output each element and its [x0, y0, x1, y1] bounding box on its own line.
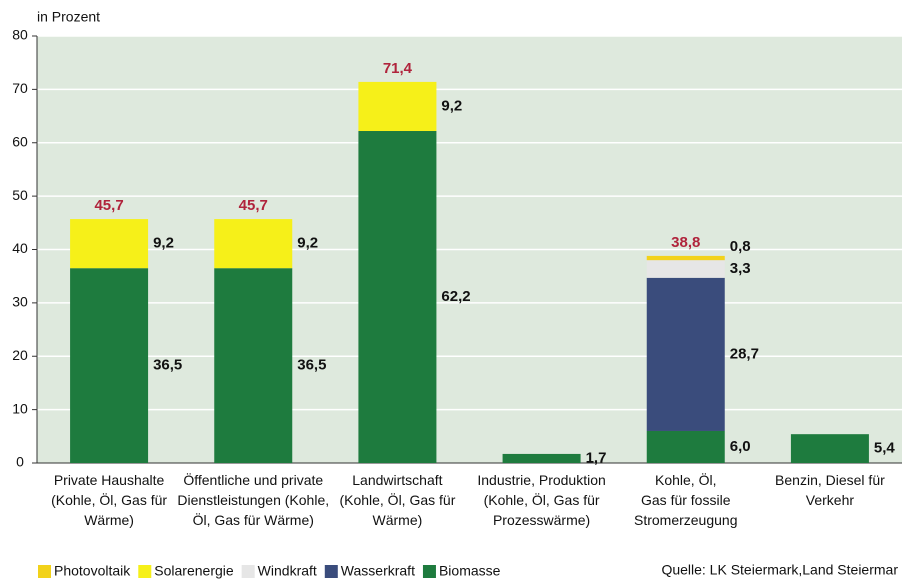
y-tick-label: 80 [12, 27, 28, 43]
value-label: 36,5 [153, 357, 182, 374]
x-tick-label: Private Haushalte (Kohle, Öl, Gas für Wärm… [51, 472, 167, 528]
legend-label: Windkraft [258, 563, 317, 579]
bar-segment [646, 277, 725, 431]
value-label: 1,7 [586, 449, 607, 466]
bar-segment [358, 81, 437, 132]
bar-segment [646, 255, 725, 261]
y-tick-label: 10 [12, 400, 28, 416]
legend-swatch [422, 565, 436, 578]
value-label: 3,3 [730, 260, 751, 277]
y-tick-label: 20 [12, 347, 28, 363]
legend-swatch [324, 565, 338, 578]
bar-segment [502, 453, 581, 463]
legend-label: Biomasse [439, 563, 501, 579]
bar-segment [214, 268, 293, 463]
legend-swatch [38, 565, 51, 578]
y-tick-label: 50 [12, 187, 28, 203]
y-tick-label: 40 [12, 240, 28, 256]
bar-segment [646, 260, 725, 278]
x-tick-label: Landwirtschaft (Kohle, Öl, Gas für Wärme) [339, 472, 455, 528]
bar-segment [70, 268, 149, 463]
legend-label: Photovoltaik [54, 563, 131, 579]
total-label: 71,4 [383, 60, 413, 77]
y-tick-label: 0 [16, 454, 24, 470]
total-label: 45,7 [239, 197, 268, 214]
value-label: 62,2 [441, 288, 470, 305]
y-tick-label: 30 [12, 294, 28, 310]
bar-segment [358, 131, 437, 463]
y-tick-label: 70 [12, 80, 28, 96]
source: Quelle: LK Steiermark,Land Steiermar [661, 562, 898, 578]
total-label: 45,7 [94, 197, 123, 214]
value-label: 6,0 [730, 438, 751, 455]
legend-label: Wasserkraft [341, 563, 415, 579]
value-label: 0,8 [730, 238, 751, 255]
x-tick-label: Benzin, Diesel für Verkehr [775, 472, 885, 508]
legend-label: Solarenergie [154, 563, 234, 579]
y-tick-label: 60 [12, 133, 28, 149]
value-label: 9,2 [297, 235, 318, 252]
legend-swatch [241, 565, 255, 578]
total-label: 38,8 [671, 234, 700, 251]
bar-segment [790, 434, 869, 463]
bar-segment [214, 219, 293, 269]
value-label: 9,2 [441, 97, 462, 114]
value-label: 36,5 [297, 357, 326, 374]
value-label: 28,7 [730, 345, 759, 362]
x-tick-label: Industrie, Produktion (Kohle, Öl, Gas für… [477, 472, 605, 528]
bar-segment [646, 430, 725, 463]
y-axis-label: in Prozent [37, 9, 100, 25]
bar-segment [70, 219, 149, 269]
value-label: 5,4 [874, 440, 896, 457]
legend-swatch [138, 565, 152, 578]
x-tick-label: Kohle, Öl, Gas für fossile Stromerzeugung [634, 471, 738, 528]
x-tick-label: Öffentliche und private Dienstleistungen … [177, 471, 329, 528]
value-label: 9,2 [153, 235, 174, 252]
